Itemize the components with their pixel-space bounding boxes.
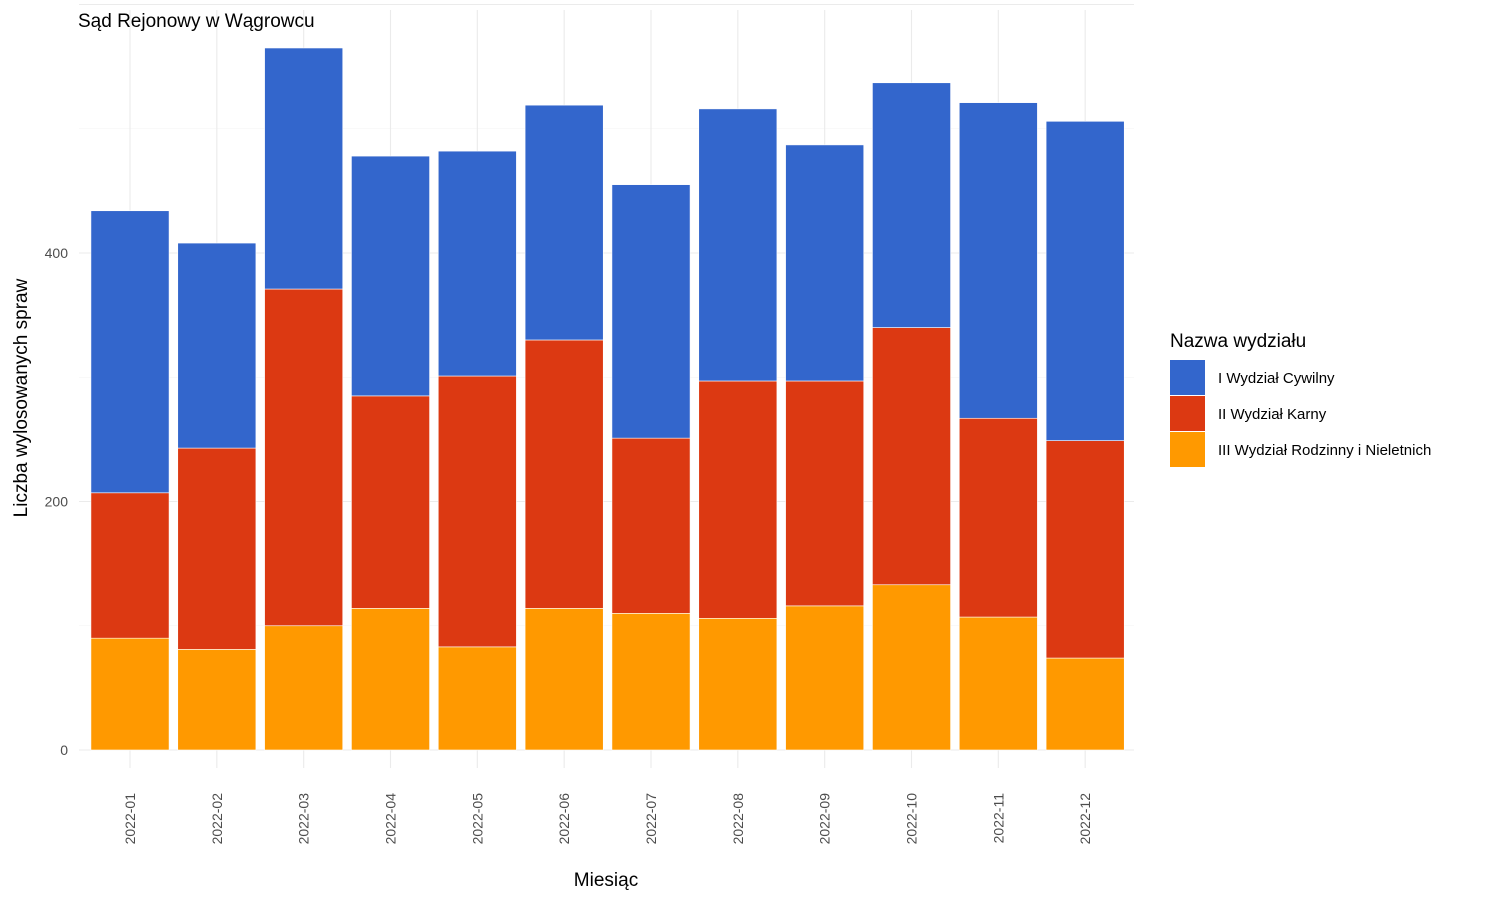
bar-segment (958, 616, 1038, 751)
chart-title: Sąd Rejonowy w Wągrowcu (78, 11, 315, 32)
bar-segment (437, 375, 517, 648)
bar-segment (958, 417, 1038, 618)
x-tick-label: 2022-05 (469, 793, 485, 845)
x-tick-label: 2022-01 (122, 793, 138, 845)
x-tick-label: 2022-04 (383, 793, 399, 845)
x-tick-label: 2022-03 (296, 793, 312, 845)
bar-segment (611, 184, 691, 439)
bar-segment (524, 339, 604, 609)
bar-segment (177, 242, 257, 449)
x-tick-label: 2022-06 (556, 793, 572, 845)
bar-segment (437, 646, 517, 751)
bar-segment (611, 437, 691, 614)
bar-segment (524, 608, 604, 751)
bar-segment (872, 82, 951, 328)
bar-segment (698, 380, 778, 619)
bar-segment (1045, 440, 1125, 659)
legend-title: Nazwa wydziału (1170, 331, 1306, 352)
bar-segment (1045, 120, 1125, 441)
legend: Nazwa wydziału I Wydział Cywilny II Wydzi… (1170, 331, 1431, 467)
x-axis-title: Miesiąc (574, 870, 638, 891)
x-axis-ticks: 2022-01 2022-02 2022-03 2022-04 2022-05 2022-… (122, 793, 1093, 845)
bar-segment (785, 605, 865, 751)
x-tick-label: 2022-12 (1077, 793, 1093, 845)
legend-swatch (1170, 432, 1205, 467)
legend-label: II Wydział Karny (1218, 406, 1327, 423)
bar-segment (264, 288, 344, 627)
x-tick-label: 2022-09 (817, 793, 833, 845)
bar-segment (1045, 657, 1125, 751)
y-tick-label: 200 (45, 494, 69, 510)
bar-segment (351, 608, 430, 751)
bar-segment (698, 108, 778, 382)
bar-segment (785, 144, 865, 382)
legend-label: III Wydział Rodzinny i Nieletnich (1218, 442, 1431, 459)
bar-segment (437, 150, 517, 377)
x-tick-label: 2022-11 (990, 793, 1006, 844)
bar-segment (698, 617, 778, 751)
y-axis-ticks: 0 200 400 (45, 245, 69, 758)
x-tick-label: 2022-07 (643, 793, 659, 845)
bar-segment (611, 613, 691, 751)
bar-segment (264, 47, 344, 290)
bar-segment (351, 395, 430, 609)
bar-segment (177, 649, 257, 751)
x-tick-label: 2022-02 (209, 793, 225, 845)
legend-swatch (1170, 360, 1205, 395)
bar-segment (264, 625, 344, 751)
bar-segment (177, 447, 257, 650)
bar-segment (785, 380, 865, 607)
legend-swatch (1170, 396, 1205, 431)
bar-segment (872, 584, 951, 751)
bar-segment (351, 155, 430, 397)
bar-segment (90, 492, 170, 639)
y-axis-title: Liczba wylosowanych spraw (11, 278, 32, 517)
legend-label: I Wydział Cywilny (1218, 370, 1335, 387)
x-tick-label: 2022-10 (904, 793, 920, 845)
bar-segment (872, 327, 951, 586)
bars-layer (90, 47, 1125, 751)
bar-segment (90, 210, 170, 494)
bar-segment (958, 102, 1038, 419)
x-tick-label: 2022-08 (730, 793, 746, 845)
y-tick-label: 400 (45, 245, 69, 261)
y-tick-label: 0 (60, 742, 68, 758)
bar-segment (524, 104, 604, 341)
bar-segment (90, 637, 170, 751)
